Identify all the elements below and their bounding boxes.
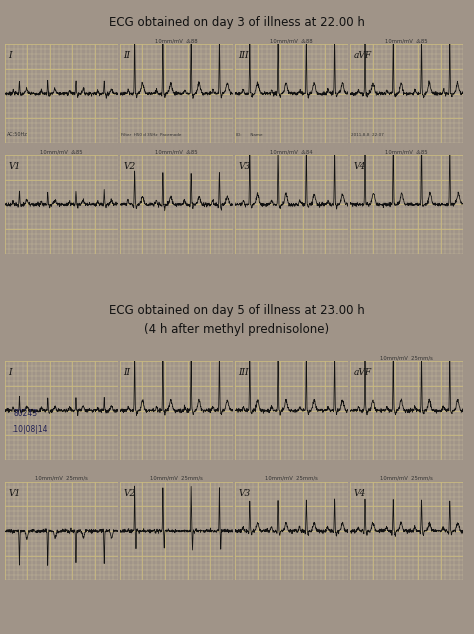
Text: III: III — [238, 51, 249, 60]
Text: 10mm/mV  25mm/s: 10mm/mV 25mm/s — [380, 476, 433, 481]
Text: V4: V4 — [354, 162, 366, 171]
Text: AC:50Hz: AC:50Hz — [7, 132, 28, 137]
Text: 80243: 80243 — [14, 408, 38, 418]
Text: V3: V3 — [238, 162, 251, 171]
Text: I: I — [8, 51, 12, 60]
Text: Filter  H50 d 35Hz  Pacemode: Filter H50 d 35Hz Pacemode — [121, 133, 182, 137]
Text: II: II — [123, 368, 130, 377]
Text: V4: V4 — [354, 489, 366, 498]
Text: 10mm/mV  ♳88: 10mm/mV ♳88 — [270, 39, 313, 43]
Text: 10mm/mV  ♳85: 10mm/mV ♳85 — [155, 150, 198, 154]
Text: V3: V3 — [238, 489, 251, 498]
Text: 10mm/mV  25mm/s: 10mm/mV 25mm/s — [35, 476, 88, 481]
Text: 10mm/mV  ♳84: 10mm/mV ♳84 — [270, 150, 313, 154]
Text: III: III — [238, 368, 249, 377]
Text: aVF: aVF — [354, 51, 372, 60]
Text: 10mm/mV  ♳85: 10mm/mV ♳85 — [40, 150, 82, 154]
Text: 10mm/mV  ♳88: 10mm/mV ♳88 — [155, 39, 198, 43]
Text: V1: V1 — [8, 162, 20, 171]
Text: V2: V2 — [123, 162, 136, 171]
Text: 10mm/mV  25mm/s: 10mm/mV 25mm/s — [150, 476, 203, 481]
Text: 10mm/mV  ♳85: 10mm/mV ♳85 — [385, 150, 428, 154]
Text: aVF: aVF — [354, 368, 372, 377]
Text: 10mm/mV  25mm/s: 10mm/mV 25mm/s — [380, 356, 433, 360]
Text: V1: V1 — [8, 489, 20, 498]
Text: ECG obtained on day 5 of illness at 23.00 h
(4 h after methyl prednisolone): ECG obtained on day 5 of illness at 23.0… — [109, 304, 365, 336]
Text: 10mm/mV  25mm/s: 10mm/mV 25mm/s — [265, 476, 318, 481]
Text: 10mm/mV  ♳85: 10mm/mV ♳85 — [385, 39, 428, 43]
Text: I: I — [8, 368, 12, 377]
Text: V2: V2 — [123, 489, 136, 498]
Text: 2011-8-8  22:07: 2011-8-8 22:07 — [351, 133, 384, 137]
Text: II: II — [123, 51, 130, 60]
Text: ID:       Name: ID: Name — [236, 133, 263, 137]
Text: ECG obtained on day 3 of illness at 22.00 h: ECG obtained on day 3 of illness at 22.0… — [109, 16, 365, 29]
Text: .10|08|14: .10|08|14 — [11, 425, 48, 434]
